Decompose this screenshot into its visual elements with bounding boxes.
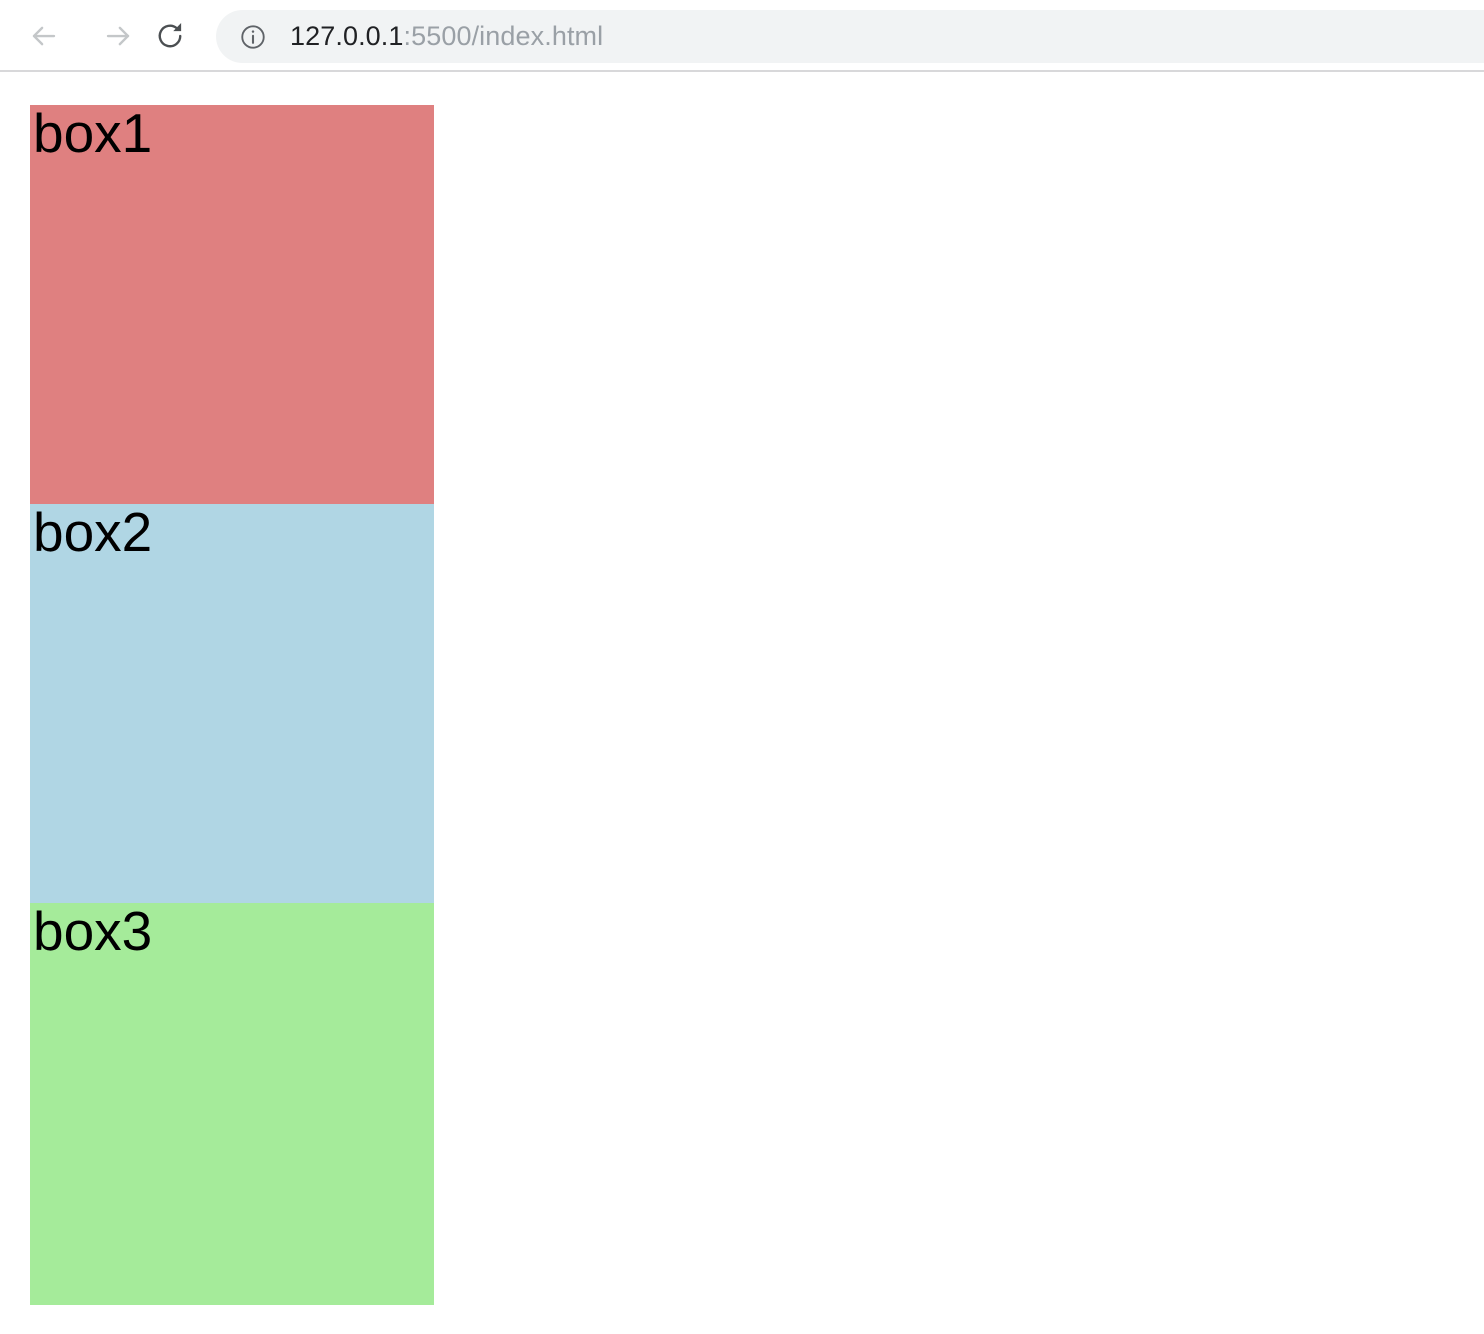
box-item: box1: [30, 102, 434, 504]
address-bar-url-host: 127.0.0.1: [290, 21, 404, 51]
box-label: box2: [33, 501, 153, 563]
box-stack: box1 box2 box3: [30, 102, 434, 1305]
arrow-left-icon: [29, 21, 59, 51]
reload-button[interactable]: [148, 14, 192, 58]
box-item: box3: [30, 900, 434, 1305]
browser-toolbar: 127.0.0.1:5500/index.html: [0, 0, 1484, 72]
arrow-right-icon: [103, 21, 133, 51]
address-bar[interactable]: 127.0.0.1:5500/index.html: [216, 10, 1484, 63]
address-bar-url-path: :5500/index.html: [403, 21, 604, 51]
box-item: box2: [30, 501, 434, 903]
address-bar-url[interactable]: 127.0.0.1:5500/index.html: [290, 23, 603, 50]
page-viewport: box1 box2 box3: [0, 74, 1484, 1334]
reload-icon: [155, 21, 185, 51]
box-label: box3: [33, 900, 153, 962]
back-button[interactable]: [22, 14, 66, 58]
forward-button[interactable]: [96, 14, 140, 58]
info-circle-icon[interactable]: [238, 22, 268, 52]
box-label: box1: [33, 102, 153, 164]
